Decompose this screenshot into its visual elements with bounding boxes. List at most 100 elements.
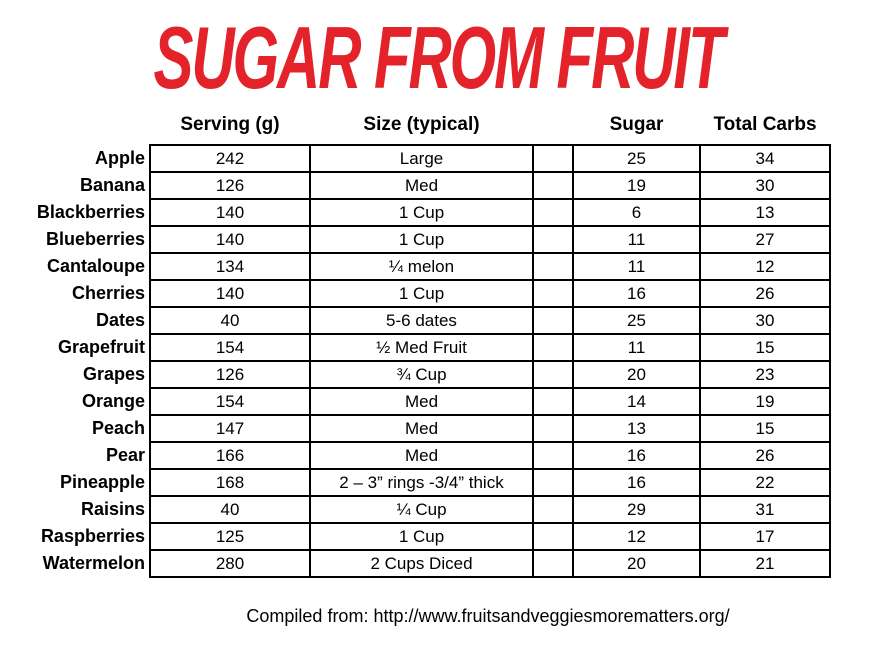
sugar-cell: 25: [572, 306, 701, 335]
fruit-name-cell: Raisins: [80, 499, 145, 519]
spacer-cell: [532, 279, 574, 308]
serving-cell: 134: [149, 252, 311, 281]
serving-cell: 140: [149, 279, 311, 308]
total-carbs-cell: 31: [699, 495, 831, 524]
total-carbs-cell: 17: [699, 522, 831, 551]
table-row: Peach 147 Med 13 15: [30, 414, 831, 443]
serving-cell: 126: [149, 171, 311, 200]
table-row: Banana 126 Med 19 30: [30, 171, 831, 200]
serving-cell: 125: [149, 522, 311, 551]
total-carbs-cell: 27: [699, 225, 831, 254]
spacer-cell: [532, 495, 574, 524]
sugar-cell: 25: [572, 144, 701, 173]
spacer-cell: [532, 333, 574, 362]
size-cell: Med: [309, 171, 534, 200]
size-cell: Med: [309, 387, 534, 416]
total-carbs-cell: 30: [699, 306, 831, 335]
size-cell: Med: [309, 441, 534, 470]
serving-cell: 242: [149, 144, 311, 173]
sugar-cell: 11: [572, 333, 701, 362]
table-row: Pineapple 168 2 – 3” rings -3/4” thick 16 22: [30, 468, 831, 497]
sugar-cell: 20: [572, 549, 701, 578]
sugar-cell: 6: [572, 198, 701, 227]
spacer-cell: [532, 441, 574, 470]
total-carbs-cell: 15: [699, 414, 831, 443]
serving-cell: 140: [149, 225, 311, 254]
fruit-name-cell: Grapes: [82, 364, 145, 384]
table-row: Blueberries 140 1 Cup 11 27: [30, 225, 831, 254]
size-cell: 1 Cup: [309, 522, 534, 551]
spacer-cell: [532, 468, 574, 497]
total-carbs-cell: 34: [699, 144, 831, 173]
sugar-cell: 29: [572, 495, 701, 524]
fruit-name-cell: Orange: [81, 391, 145, 411]
sugar-cell: 16: [572, 279, 701, 308]
total-carbs-cell: 13: [699, 198, 831, 227]
table-row: Grapes 126 ¾ Cup 20 23: [30, 360, 831, 389]
sugar-cell: 12: [572, 522, 701, 551]
table-row: Apple 242 Large 25 34: [30, 144, 831, 173]
serving-cell: 126: [149, 360, 311, 389]
size-cell: 1 Cup: [309, 225, 534, 254]
size-cell: Large: [309, 144, 534, 173]
total-carbs-cell: 19: [699, 387, 831, 416]
col-header-size: Size (typical): [363, 114, 480, 135]
spacer-cell: [532, 171, 574, 200]
fruit-name-cell: Cantaloupe: [46, 256, 145, 276]
serving-cell: 154: [149, 333, 311, 362]
size-cell: ½ Med Fruit: [309, 333, 534, 362]
table-row: Blackberries 140 1 Cup 6 13: [30, 198, 831, 227]
table-row: Cantaloupe 134 ¼ melon 11 12: [30, 252, 831, 281]
table-row: Dates 40 5-6 dates 25 30: [30, 306, 831, 335]
spacer-cell: [532, 549, 574, 578]
sugar-cell: 19: [572, 171, 701, 200]
spacer-cell: [532, 522, 574, 551]
serving-cell: 168: [149, 468, 311, 497]
spacer-cell: [532, 198, 574, 227]
serving-cell: 40: [149, 306, 311, 335]
table-row: Raspberries 125 1 Cup 12 17: [30, 522, 831, 551]
total-carbs-cell: 26: [699, 279, 831, 308]
col-header-total-carbs: Total Carbs: [713, 114, 817, 135]
size-cell: 1 Cup: [309, 198, 534, 227]
spacer-cell: [532, 252, 574, 281]
spacer-cell: [532, 225, 574, 254]
col-header-sugar: Sugar: [609, 114, 664, 135]
sugar-cell: 14: [572, 387, 701, 416]
header-empty-cell: [30, 112, 150, 145]
header-spacer-cell: [533, 112, 573, 145]
size-cell: ¾ Cup: [309, 360, 534, 389]
fruit-name-cell: Grapefruit: [57, 337, 145, 357]
size-cell: Med: [309, 414, 534, 443]
size-cell: 5-6 dates: [309, 306, 534, 335]
table-row: Grapefruit 154 ½ Med Fruit 11 15: [30, 333, 831, 362]
serving-cell: 140: [149, 198, 311, 227]
fruit-name-cell: Peach: [91, 418, 145, 438]
total-carbs-cell: 26: [699, 441, 831, 470]
spacer-cell: [532, 144, 574, 173]
fruit-name-cell: Watermelon: [42, 553, 145, 573]
size-cell: ¼ melon: [309, 252, 534, 281]
size-cell: ¼ Cup: [309, 495, 534, 524]
spacer-cell: [532, 387, 574, 416]
sugar-cell: 20: [572, 360, 701, 389]
total-carbs-cell: 22: [699, 468, 831, 497]
size-cell: 2 Cups Diced: [309, 549, 534, 578]
size-cell: 2 – 3” rings -3/4” thick: [309, 468, 534, 497]
table-row: Watermelon 280 2 Cups Diced 20 21: [30, 549, 831, 578]
table-row: Orange 154 Med 14 19: [30, 387, 831, 416]
serving-cell: 280: [149, 549, 311, 578]
sugar-cell: 11: [572, 225, 701, 254]
total-carbs-cell: 15: [699, 333, 831, 362]
table-row: Pear 166 Med 16 26: [30, 441, 831, 470]
fruit-name-cell: Dates: [95, 310, 145, 330]
spacer-cell: [532, 360, 574, 389]
sugar-cell: 16: [572, 468, 701, 497]
col-header-serving: Serving (g): [180, 114, 280, 135]
size-cell: 1 Cup: [309, 279, 534, 308]
total-carbs-cell: 12: [699, 252, 831, 281]
header-row: Serving (g) Size (typical) Sugar Total C…: [30, 112, 830, 145]
serving-cell: 40: [149, 495, 311, 524]
serving-cell: 147: [149, 414, 311, 443]
